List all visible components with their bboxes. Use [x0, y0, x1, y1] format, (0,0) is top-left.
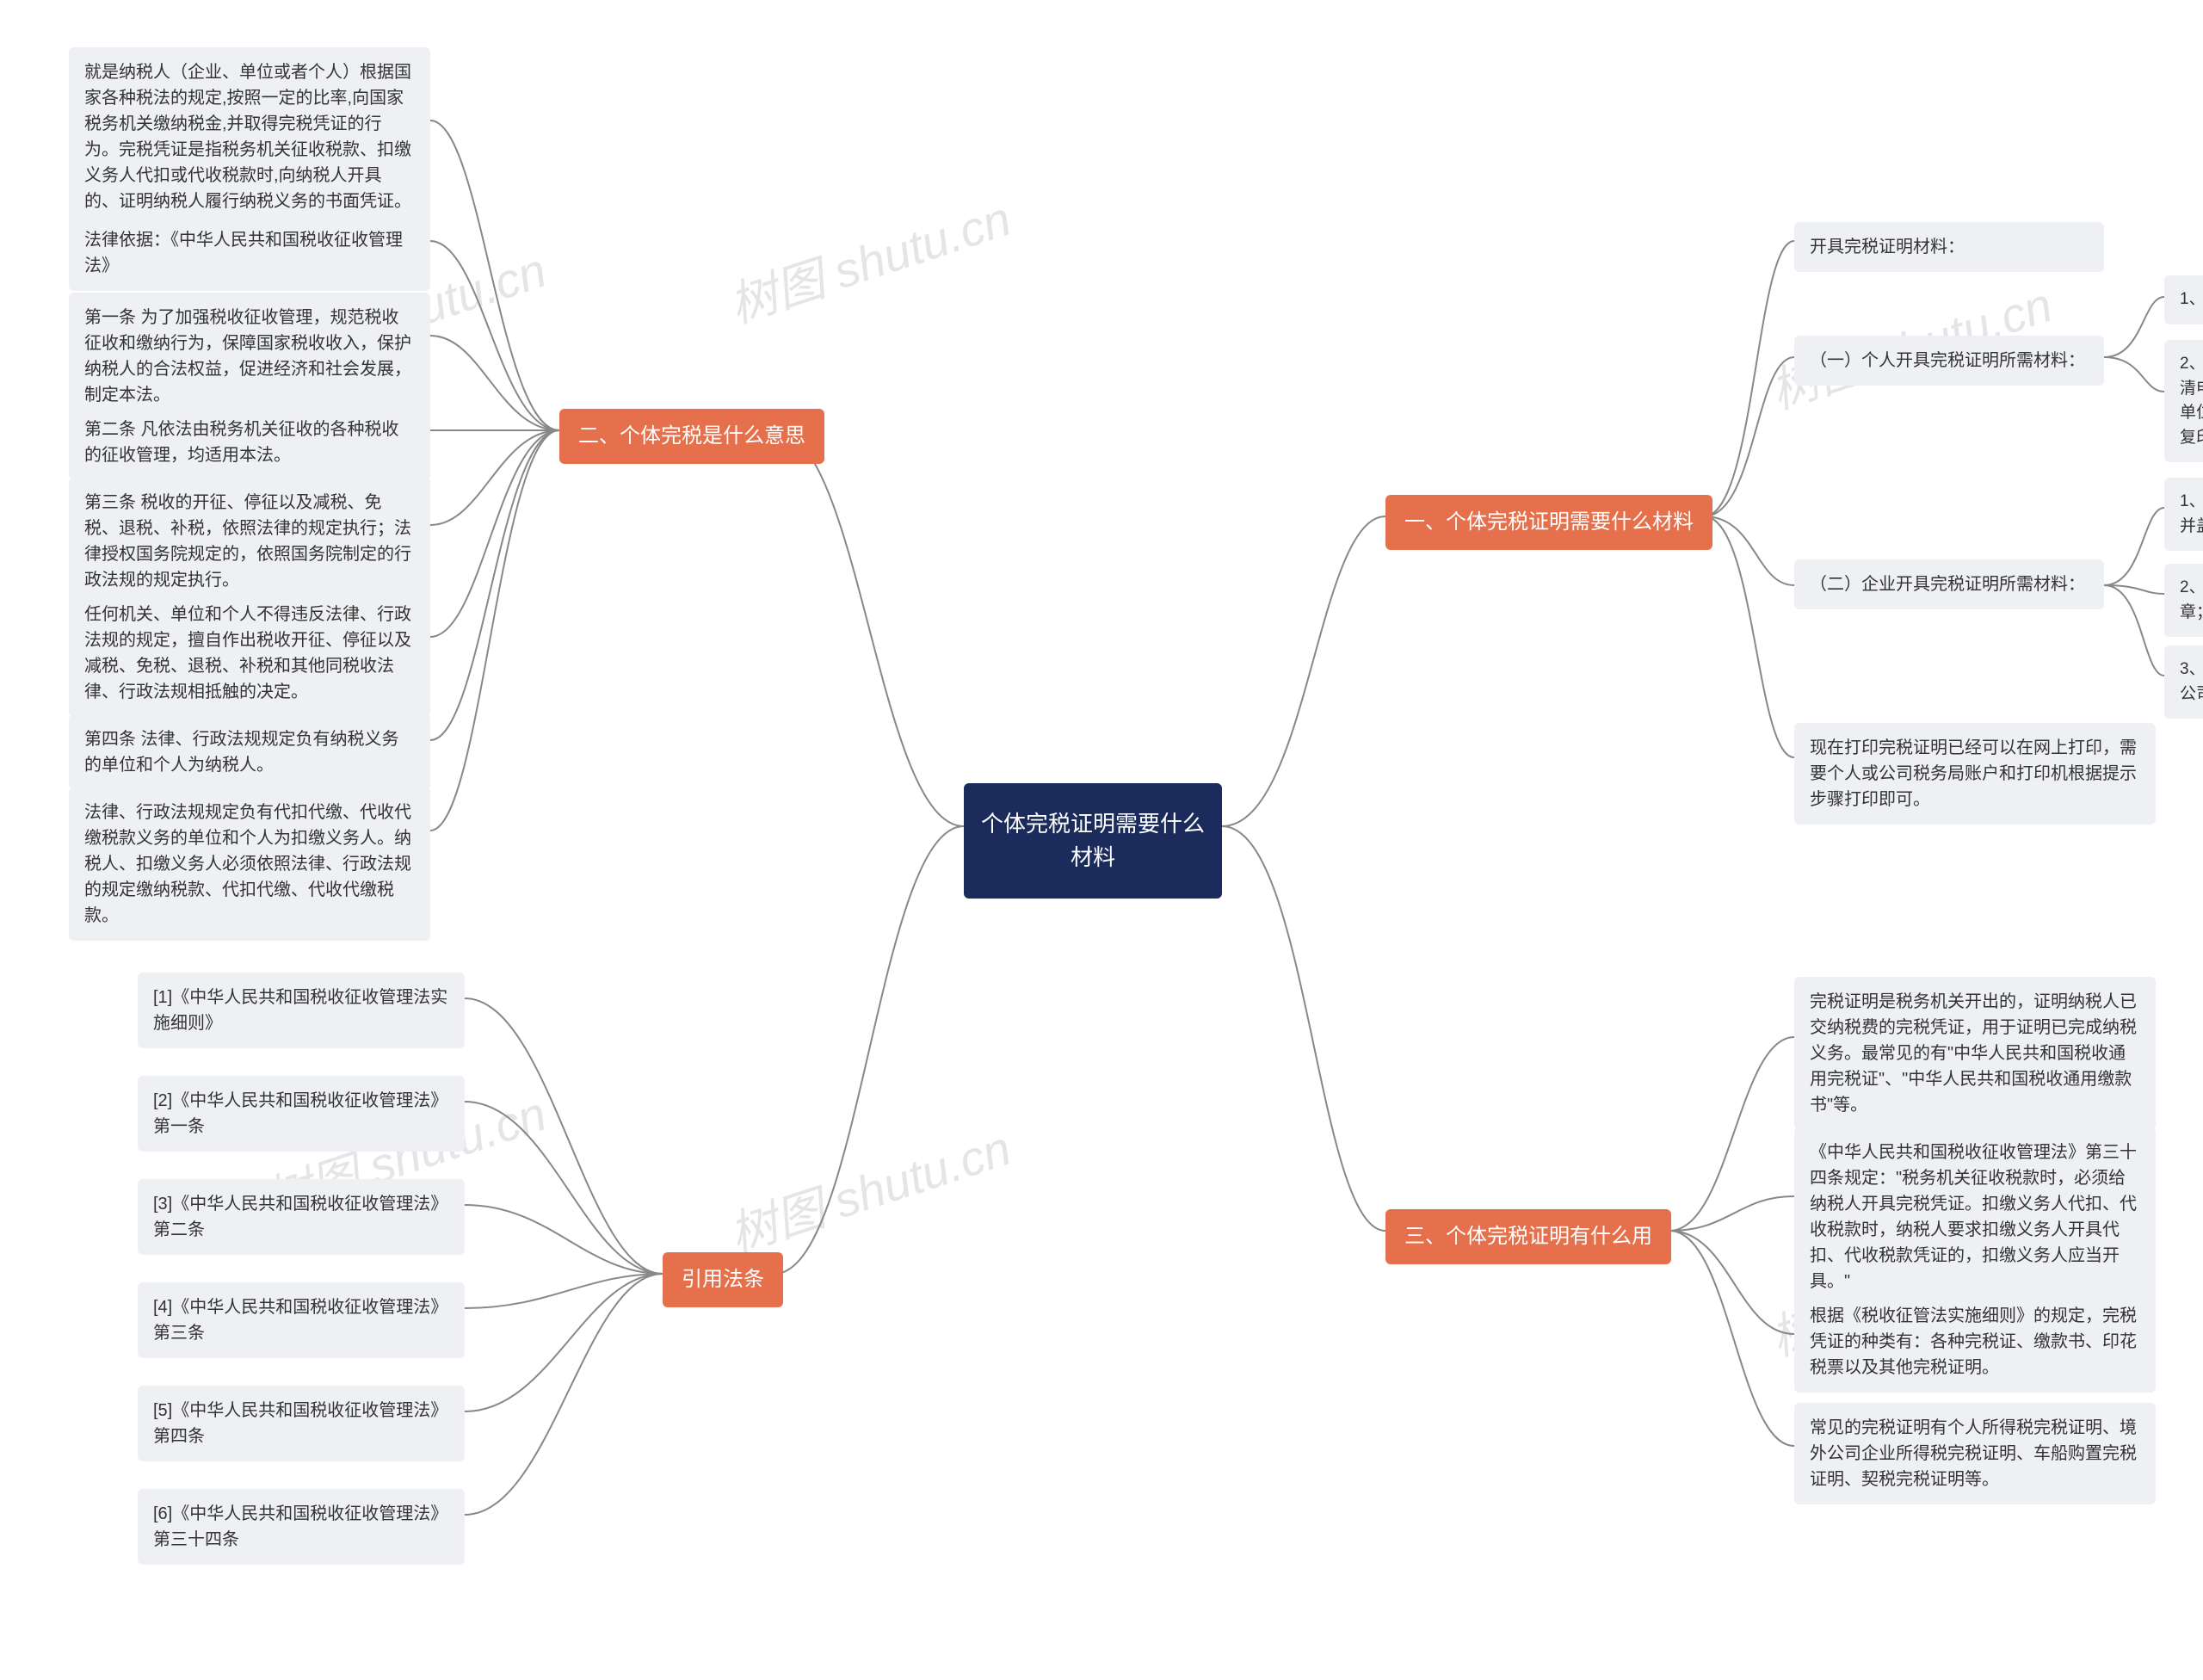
branch-1-sub2-c: 3、填写《开具纳税人证明申请表》并加盖公司公章。: [2164, 645, 2203, 719]
branch-1-sub1: （一）个人开具完税证明所需材料：: [1794, 336, 2104, 386]
branch-1-sub3: 现在打印完税证明已经可以在网上打印，需要个人或公司税务局账户和打印机根据提示步骤…: [1794, 723, 2156, 825]
branch-1-sub2-a: 1、经办人身份证复印件，注明与原件相符并盖公司公章；: [2164, 478, 2203, 551]
branch-1-sub1-a: 1、个人身份原件；: [2164, 275, 2203, 324]
branch-2-leaf-7: 法律、行政法规规定负有代扣代缴、代收代缴税款义务的单位和个人为扣缴义务人。纳税人…: [69, 788, 430, 941]
branch-3-leaf-1: 《中华人民共和国税收征收管理法》第三十四条规定："税务机关征收税款时，必须给纳税…: [1794, 1127, 2156, 1306]
branch-3-leaf-0: 完税证明是税务机关开出的，证明纳税人已交纳税费的完税凭证，用于证明已完成纳税义务…: [1794, 977, 2156, 1130]
branch-4-leaf-3: [4]《中华人民共和国税收征收管理法》 第三条: [138, 1282, 465, 1358]
branch-3: 三、个体完税证明有什么用: [1385, 1209, 1671, 1264]
branch-4-leaf-1: [2]《中华人民共和国税收征收管理法》 第一条: [138, 1076, 465, 1152]
root-node: 个体完税证明需要什么材料: [964, 783, 1222, 899]
mindmap-canvas: { "watermark_text": "树图 shutu.cn", "colo…: [0, 0, 2203, 1680]
branch-2-leaf-2: 第一条 为了加强税收征收管理，规范税收征收和缴纳行为，保障国家税收收入，保护纳税…: [69, 293, 430, 420]
branch-3-leaf-2: 根据《税收征管法实施细则》的规定，完税凭证的种类有：各种完税证、缴款书、印花税票…: [1794, 1291, 2156, 1393]
branch-2-leaf-4: 第三条 税收的开征、停征以及减税、免税、退税、补税，依照法律的规定执行；法律授权…: [69, 478, 430, 605]
branch-2-leaf-3: 第二条 凡依法由税务机关征收的各种税收的征收管理，均适用本法。: [69, 405, 430, 480]
branch-1: 一、个体完税证明需要什么材料: [1385, 495, 1712, 550]
branch-1-sub0: 开具完税证明材料：: [1794, 222, 2104, 272]
branch-4-leaf-0: [1]《中华人民共和国税收征收管理法实施细则》: [138, 973, 465, 1048]
branch-1-sub2-b: 2、税务登记证副本、复印件并加盖公司公章；: [2164, 564, 2203, 637]
branch-3-leaf-3: 常见的完税证明有个人所得税完税证明、境外公司企业所得税完税证明、车船购置完税证明…: [1794, 1403, 2156, 1504]
branch-4-leaf-2: [3]《中华人民共和国税收征收管理法》 第二条: [138, 1179, 465, 1255]
branch-1-sub1-b: 2、打印个人所得税完税证明的申请书，写清申请人，包括姓名、身份证号、相关工作单位…: [2164, 340, 2203, 462]
branch-2-leaf-1: 法律依据：《中华人民共和国税收征收管理法》: [69, 215, 430, 291]
branch-4-leaf-5: [6]《中华人民共和国税收征收管理法》 第三十四条: [138, 1489, 465, 1565]
branch-4-leaf-4: [5]《中华人民共和国税收征收管理法》 第四条: [138, 1386, 465, 1461]
branch-4: 引用法条: [663, 1252, 783, 1307]
branch-2: 二、个体完税是什么意思: [559, 409, 824, 464]
watermark: 树图 shutu.cn: [719, 1110, 1019, 1267]
branch-1-sub2: （二）企业开具完税证明所需材料：: [1794, 559, 2104, 609]
branch-2-leaf-5: 任何机关、单位和个人不得违反法律、行政法规的规定，擅自作出税收开征、停征以及减税…: [69, 590, 430, 717]
branch-2-leaf-0: 就是纳税人（企业、单位或者个人）根据国家各种税法的规定,按照一定的比率,向国家税…: [69, 47, 430, 226]
watermark: 树图 shutu.cn: [719, 181, 1019, 337]
branch-2-leaf-6: 第四条 法律、行政法规规定负有纳税义务的单位和个人为纳税人。: [69, 714, 430, 790]
